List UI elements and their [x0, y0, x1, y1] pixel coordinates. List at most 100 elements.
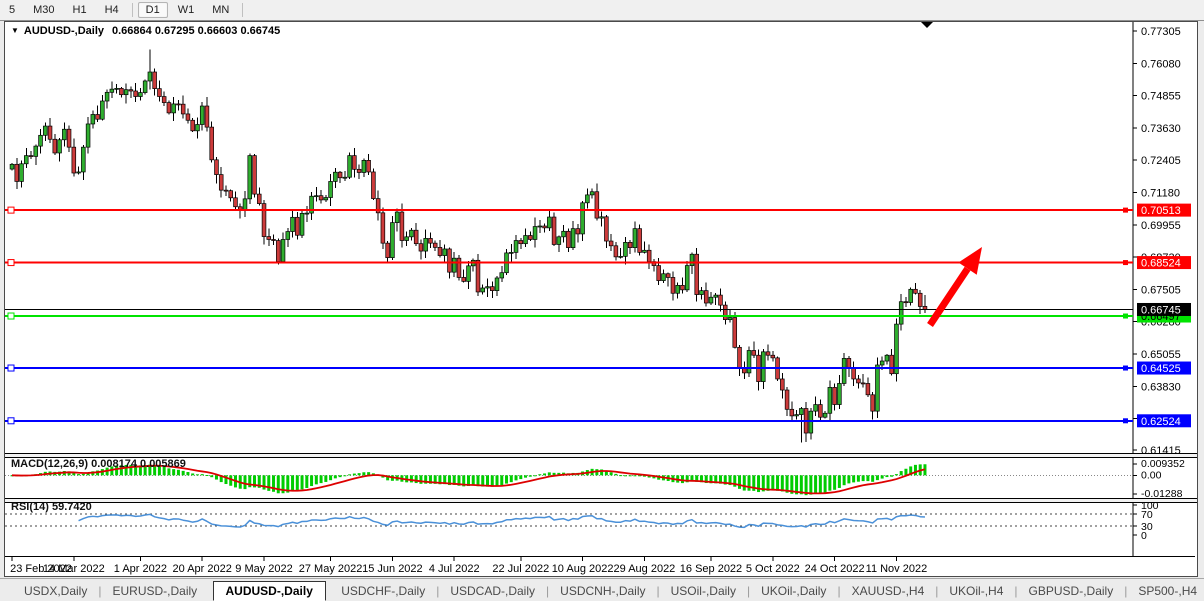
- svg-text:27 May 2022: 27 May 2022: [299, 563, 363, 575]
- tab-separator: |: [98, 583, 102, 598]
- timeframe-button-5[interactable]: 5: [9, 4, 16, 16]
- svg-text:29 Aug 2022: 29 Aug 2022: [614, 563, 676, 575]
- chart-window[interactable]: 0.77305 0.76080 0.74855 0.73630 0.72405 0.711…: [4, 21, 1198, 577]
- chart-tab-sp500-h4[interactable]: SP500-,H4: [1138, 583, 1198, 598]
- chart-title: ▼ AUDUSD-,Daily 0.66864 0.67295 0.66603 0.…: [11, 25, 280, 37]
- rsi-line: [78, 513, 926, 529]
- tab-separator: |: [1124, 583, 1128, 598]
- toolbar-separator: [131, 3, 133, 17]
- svg-text:1 Apr 2022: 1 Apr 2022: [114, 563, 167, 575]
- svg-text:100: 100: [1141, 503, 1159, 512]
- svg-text:0.72405: 0.72405: [1141, 155, 1181, 167]
- support-line-0.62524[interactable]: 0.62524: [5, 414, 1191, 428]
- trend-arrow-annotation[interactable]: [927, 247, 982, 327]
- panel-divider[interactable]: [5, 453, 1197, 458]
- chart-tab-eurusd-daily[interactable]: EURUSD-,Daily: [112, 583, 198, 598]
- svg-text:9 May 2022: 9 May 2022: [235, 563, 292, 575]
- resistance-line-0.70513[interactable]: 0.70513: [5, 203, 1191, 218]
- svg-text:0.65055: 0.65055: [1141, 349, 1181, 361]
- svg-text:15 Jun 2022: 15 Jun 2022: [362, 563, 423, 575]
- macd-indicator-label: MACD(12,26,9) 0.008174 0.005869: [11, 458, 186, 470]
- ohlc-readout: 0.66864 0.67295 0.66603 0.66745: [112, 25, 281, 37]
- svg-text:0.70513: 0.70513: [1141, 205, 1181, 217]
- svg-text:0.74855: 0.74855: [1141, 91, 1181, 103]
- resistance-line-0.68524[interactable]: 0.68524: [5, 256, 1191, 270]
- svg-text:0.009352: 0.009352: [1141, 458, 1185, 470]
- svg-text:70: 70: [1141, 509, 1153, 521]
- timeframe-toolbar: 5 M30 H1 H4 D1 W1 MN: [0, 0, 1204, 21]
- tab-separator: |: [656, 583, 660, 598]
- svg-text:0.61415: 0.61415: [1141, 445, 1181, 453]
- svg-text:22 Jul 2022: 22 Jul 2022: [492, 563, 549, 575]
- panel-divider[interactable]: [5, 498, 1197, 503]
- svg-text:14 Mar 2022: 14 Mar 2022: [43, 563, 105, 575]
- svg-text:-0.01288: -0.01288: [1141, 488, 1183, 498]
- chart-tab-audusd-daily[interactable]: AUDUSD-,Daily: [212, 581, 326, 601]
- svg-text:0.73630: 0.73630: [1141, 123, 1181, 135]
- svg-text:0.77305: 0.77305: [1141, 26, 1181, 38]
- svg-text:0.76080: 0.76080: [1141, 58, 1181, 70]
- chart-tab-usdcad-daily[interactable]: USDCAD-,Daily: [450, 583, 536, 598]
- svg-text:23 Feb 2022: 23 Feb 2022: [10, 563, 72, 575]
- tab-separator: |: [436, 583, 440, 598]
- timeframe-button-h1[interactable]: H1: [72, 4, 87, 16]
- tab-separator: |: [1014, 583, 1018, 598]
- tab-separator: |: [935, 583, 939, 598]
- chart-tab-usdcnh-daily[interactable]: USDCNH-,Daily: [560, 583, 646, 598]
- dropdown-arrow-icon: ▼: [11, 26, 19, 35]
- price-axis: 0.77305 0.76080 0.74855 0.73630 0.72405 0.711…: [1132, 22, 1181, 453]
- chart-tab-usdx-daily[interactable]: USDX,Daily: [24, 583, 88, 598]
- main-chart-canvas[interactable]: 0.77305 0.76080 0.74855 0.73630 0.72405 0.711…: [5, 22, 1195, 453]
- timeframe-button-d1[interactable]: D1: [137, 2, 168, 18]
- current-price-line: 0.66745: [5, 302, 1191, 316]
- svg-text:0.64525: 0.64525: [1141, 363, 1181, 375]
- svg-text:0.68524: 0.68524: [1141, 258, 1181, 270]
- svg-text:30: 30: [1141, 521, 1153, 533]
- chart-tab-ukoil-daily[interactable]: UKOil-,Daily: [761, 583, 827, 598]
- timeframe-button-h4[interactable]: H4: [104, 4, 119, 16]
- svg-text:0.00: 0.00: [1141, 469, 1162, 481]
- svg-text:0: 0: [1141, 530, 1147, 542]
- support-line-0.66497[interactable]: 0.66497: [5, 309, 1191, 324]
- candlestick-series[interactable]: [9, 49, 928, 443]
- macd-signal-line: [11, 464, 926, 495]
- svg-text:0.66745: 0.66745: [1141, 304, 1181, 316]
- tab-separator: |: [546, 583, 550, 598]
- toolbar-separator: [242, 3, 244, 17]
- chart-tab-ukoil-h4[interactable]: UKOil-,H4: [949, 583, 1004, 598]
- timeframe-button-m30[interactable]: M30: [33, 4, 55, 16]
- timeframe-button-mn[interactable]: MN: [212, 4, 230, 16]
- timeframe-button-w1[interactable]: W1: [177, 4, 195, 16]
- svg-text:20 Apr 2022: 20 Apr 2022: [173, 563, 232, 575]
- chart-tab-xauusd-h4[interactable]: XAUUSD-,H4: [851, 583, 925, 598]
- chart-tab-gbpusd-daily[interactable]: GBPUSD-,Daily: [1028, 583, 1114, 598]
- tab-separator: |: [837, 583, 841, 598]
- svg-text:11 Nov 2022: 11 Nov 2022: [866, 563, 928, 575]
- tab-separator: |: [746, 583, 751, 598]
- chart-tab-usdchf-daily[interactable]: USDCHF-,Daily: [341, 583, 426, 598]
- svg-text:5 Oct 2022: 5 Oct 2022: [746, 563, 800, 575]
- chart-tabs: USDX,Daily | EURUSD-,Daily AUDUSD-,Daily U…: [0, 579, 1204, 601]
- rsi-indicator-label: RSI(14) 59.7420: [11, 501, 92, 513]
- support-line-0.64525[interactable]: 0.64525: [5, 361, 1191, 376]
- svg-text:0.62524: 0.62524: [1141, 416, 1181, 428]
- svg-text:0.71180: 0.71180: [1141, 188, 1180, 200]
- symbol-label: AUDUSD-,Daily: [23, 25, 104, 37]
- chart-tab-bar: USDX,Daily | EURUSD-,Daily AUDUSD-,Daily U…: [0, 578, 1204, 601]
- chart-tab-usoil-daily[interactable]: USOil-,Daily: [670, 583, 736, 598]
- svg-text:16 Sep 2022: 16 Sep 2022: [680, 563, 742, 575]
- svg-text:0.67505: 0.67505: [1141, 284, 1181, 296]
- bar-position-marker-icon: [921, 22, 933, 28]
- svg-text:0.63830: 0.63830: [1141, 381, 1181, 393]
- svg-text:0.69955: 0.69955: [1141, 220, 1181, 232]
- svg-text:24 Oct 2022: 24 Oct 2022: [805, 563, 865, 575]
- svg-text:10 Aug 2022: 10 Aug 2022: [552, 563, 614, 575]
- svg-text:4 Jul 2022: 4 Jul 2022: [429, 563, 480, 575]
